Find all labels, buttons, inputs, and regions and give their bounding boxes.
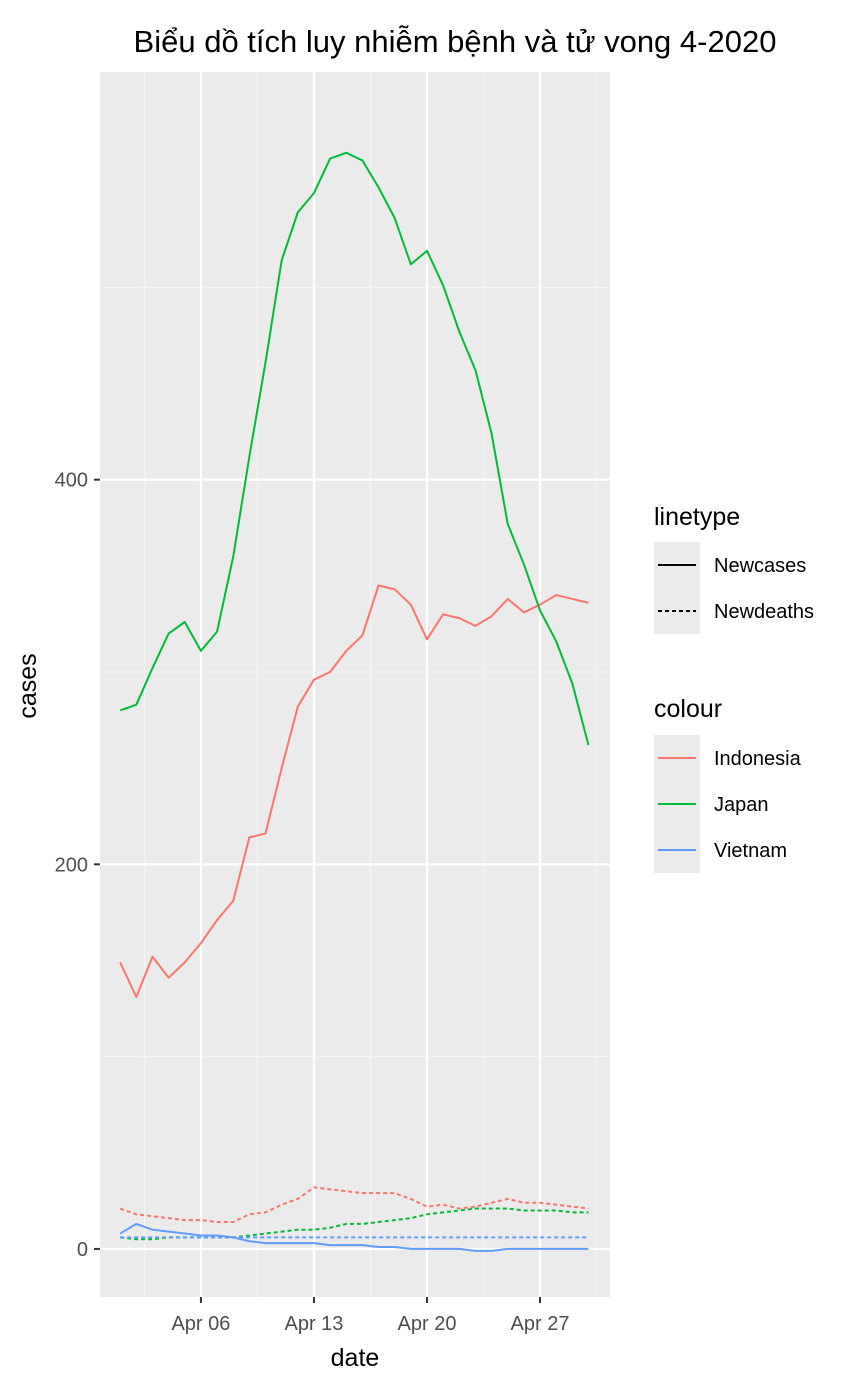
legend-title-linetype: linetype [654,503,740,531]
series-line-indonesia-newcases [119,584,589,998]
x-tick-label: Apr 13 [284,1313,343,1335]
x-tick-label: Apr 06 [171,1313,230,1335]
legend-label: Indonesia [714,748,802,770]
series-line-japan-newcases [119,151,590,746]
legend-label: Japan [714,794,769,816]
series-lines [119,151,590,1252]
y-axis-title: cases [14,653,42,718]
legend-label: Vietnam [714,840,787,862]
legend-title-colour: colour [654,695,722,723]
legend: linetype colour Newcases Newdeaths Indone… [654,503,814,873]
x-tick-label: Apr 20 [398,1313,457,1335]
chart-title: Biểu dồ tích luy nhiễm bệnh và tử vong 4… [134,24,777,59]
plot-panel [100,72,610,1297]
y-tick-label: 400 [55,470,88,492]
x-axis: Apr 06 Apr 13 Apr 20 Apr 27 [171,1297,569,1335]
x-tick-label: Apr 27 [511,1313,570,1335]
legend-label: Newdeaths [714,601,814,623]
grid-lines [100,72,610,1297]
series-line-indonesia-newdeaths [119,1186,589,1223]
y-tick-label: 200 [55,854,88,876]
series-line-vietnam-newcases [119,1222,589,1252]
x-axis-title: date [331,1344,380,1372]
y-tick-label: 0 [77,1239,88,1261]
legend-label: Newcases [714,555,806,577]
y-axis: 0 200 400 [55,470,100,1261]
